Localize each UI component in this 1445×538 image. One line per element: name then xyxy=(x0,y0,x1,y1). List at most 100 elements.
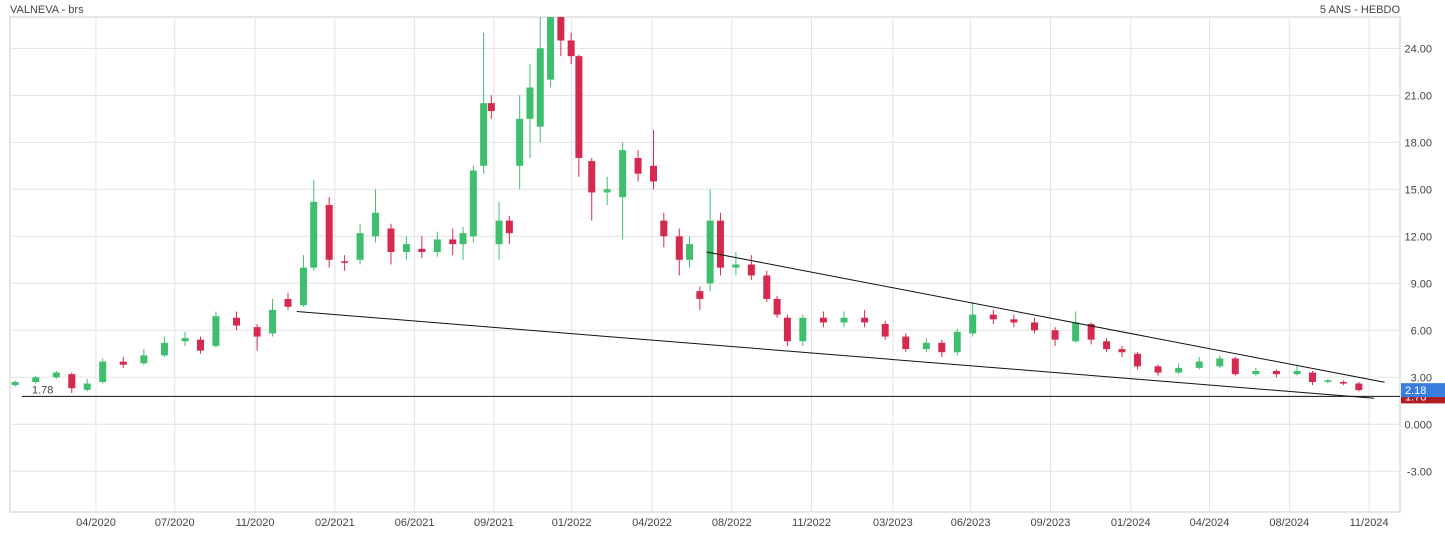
candle-body xyxy=(68,374,76,389)
candle-body xyxy=(1195,361,1203,368)
y-tick-label: 18.00 xyxy=(1404,137,1432,149)
candle-body xyxy=(783,317,791,342)
candle-body xyxy=(881,324,889,337)
candle-body xyxy=(32,377,40,382)
candle-body xyxy=(233,317,241,326)
candle-body xyxy=(99,361,107,382)
candle-body xyxy=(588,161,596,193)
candle-body xyxy=(505,220,513,234)
candle-body xyxy=(52,372,60,378)
y-tick-label: 21.00 xyxy=(1404,90,1432,102)
x-tick-label: 09/2021 xyxy=(474,517,514,529)
candle-body xyxy=(526,87,534,119)
x-tick-label: 04/2024 xyxy=(1190,517,1230,529)
candle-body xyxy=(575,56,583,158)
candle-body xyxy=(706,220,714,284)
y-tick-label: 24.00 xyxy=(1404,43,1432,55)
x-tick-label: 04/2022 xyxy=(632,517,672,529)
candle-body xyxy=(433,239,441,252)
candle-body xyxy=(11,381,19,386)
candle-body xyxy=(953,331,961,353)
candle-body xyxy=(696,291,704,299)
y-tick-label: -3.00 xyxy=(1407,466,1432,478)
candle-body xyxy=(799,317,807,342)
candle-body xyxy=(83,383,91,390)
candle-body xyxy=(1293,371,1301,375)
candle-body xyxy=(284,298,292,307)
candle-body xyxy=(356,233,364,260)
candle-body xyxy=(160,342,168,356)
x-tick-label: 11/2022 xyxy=(792,517,831,529)
chart-title: VALNEVA - brs xyxy=(10,4,84,16)
candle-body xyxy=(619,150,627,198)
candle-body xyxy=(212,316,220,346)
candle-body xyxy=(495,220,503,245)
candle-body xyxy=(1272,371,1280,375)
candle-body xyxy=(938,342,946,353)
candle-body xyxy=(1154,366,1162,373)
plot-frame xyxy=(9,16,1401,513)
candle-body xyxy=(196,339,204,351)
candle-body xyxy=(536,48,544,127)
candle-body xyxy=(299,267,307,306)
candle-body xyxy=(181,338,189,342)
y-tick-label: 9.00 xyxy=(1411,278,1432,290)
candle-body xyxy=(819,317,827,323)
x-tick-label: 01/2022 xyxy=(552,517,592,529)
candle-body xyxy=(547,17,555,80)
candle-body xyxy=(1072,322,1080,342)
candle-body xyxy=(969,314,977,334)
candle-body xyxy=(418,248,426,252)
support-label: 1.78 xyxy=(32,384,53,396)
candle-body xyxy=(989,314,997,320)
x-tick-label: 11/2024 xyxy=(1350,517,1389,529)
candle-body xyxy=(1216,358,1224,367)
candle-body xyxy=(341,261,349,263)
x-tick-label: 02/2021 xyxy=(315,517,355,529)
candle-body xyxy=(650,165,658,182)
candle-body xyxy=(603,189,611,193)
candle-body xyxy=(372,212,380,237)
candle-body xyxy=(1030,322,1038,331)
y-tick-label: 15.00 xyxy=(1404,184,1432,196)
candle-body xyxy=(1231,358,1239,375)
candle-body xyxy=(516,118,524,166)
candle-body xyxy=(1010,319,1018,323)
candle-body xyxy=(747,264,755,276)
candle-body xyxy=(1133,353,1141,367)
candle-body xyxy=(1252,371,1260,375)
candle-body xyxy=(387,228,395,252)
candle-body xyxy=(310,201,318,268)
trend-line xyxy=(706,251,1385,383)
y-tick-label: 3.00 xyxy=(1411,372,1432,384)
last-price-label: 2.18 xyxy=(1405,385,1426,397)
candle-body xyxy=(773,298,781,315)
x-tick-label: 11/2020 xyxy=(236,517,275,529)
candle-body xyxy=(487,103,495,111)
candle-body xyxy=(557,17,565,41)
candle-body xyxy=(480,103,488,166)
candle-body xyxy=(675,236,683,260)
candle-body xyxy=(1051,330,1059,340)
x-tick-label: 04/2020 xyxy=(76,517,116,529)
trend-line xyxy=(296,310,1375,399)
y-tick-label: 12.00 xyxy=(1404,231,1432,243)
candle-body xyxy=(763,275,771,299)
candle-body xyxy=(469,170,477,237)
y-tick-label: 6.00 xyxy=(1411,325,1432,337)
candle-body xyxy=(253,327,261,337)
candle-body xyxy=(1308,372,1316,382)
candle-body xyxy=(1118,349,1126,353)
candle-body xyxy=(1324,380,1332,382)
candle-body xyxy=(660,220,668,237)
y-tick-label: 0.000 xyxy=(1404,419,1432,431)
candle-body xyxy=(140,355,148,364)
last-price-badge xyxy=(1401,383,1445,398)
candle-body xyxy=(402,244,410,252)
x-tick-label: 07/2020 xyxy=(155,517,195,529)
candle-body xyxy=(449,239,457,245)
candle-body xyxy=(634,157,642,174)
candle-body xyxy=(861,317,869,323)
x-tick-label: 01/2024 xyxy=(1111,517,1151,529)
